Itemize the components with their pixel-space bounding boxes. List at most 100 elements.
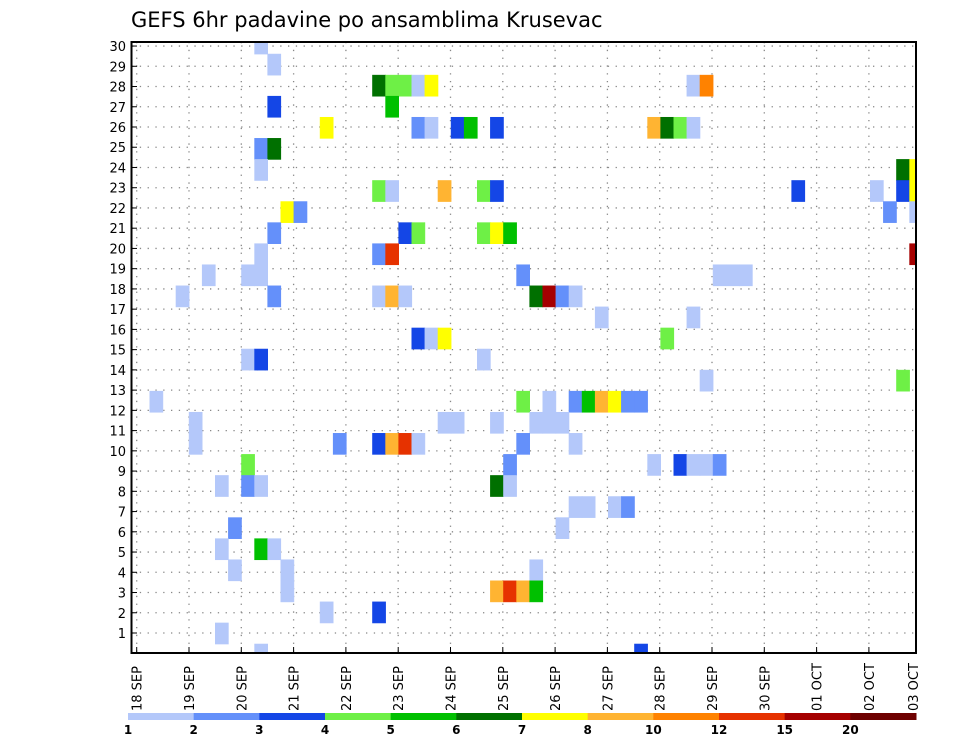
heatmap-cell xyxy=(241,475,255,497)
heatmap-cell xyxy=(476,180,491,202)
heatmap-cell xyxy=(896,159,910,181)
x-tick-label: 18 SEP xyxy=(131,666,146,711)
x-tick-label: 27 SEP xyxy=(601,666,616,711)
heatmap-cell xyxy=(542,390,557,413)
heatmap-cell xyxy=(621,390,635,413)
heatmap-cell xyxy=(490,580,504,603)
heatmap-cell xyxy=(385,74,400,97)
heatmap-cell xyxy=(503,580,517,603)
heatmap-cell xyxy=(332,433,347,455)
y-tick-label: 24 xyxy=(109,161,126,176)
heatmap-cell xyxy=(411,222,426,245)
heatmap-cell xyxy=(254,138,269,160)
heatmap-cell xyxy=(581,390,596,413)
colorbar-label: 1 xyxy=(124,723,132,737)
x-tick-label: 29 SEP xyxy=(706,666,721,711)
y-tick-label: 8 xyxy=(118,485,126,500)
heatmap-cell xyxy=(555,285,570,308)
x-tick-label: 03 OCT xyxy=(907,663,922,711)
heatmap-cell xyxy=(280,580,295,603)
colorbar-legend: 1 2 3 4 5 6 7 8 10 12 15 20 xyxy=(124,713,917,737)
colorbar-label: 20 xyxy=(842,723,859,737)
heatmap-cell xyxy=(398,285,413,308)
heatmap-cell xyxy=(542,411,557,434)
colorbar-swatch xyxy=(259,713,326,720)
colorbar-swatch xyxy=(193,713,260,720)
colorbar-swatch xyxy=(784,713,851,720)
heatmap-cell xyxy=(267,538,282,561)
x-tick-label: 28 SEP xyxy=(654,666,669,711)
y-tick-label: 15 xyxy=(109,344,126,359)
y-tick-label: 23 xyxy=(109,182,126,197)
heatmap-cell xyxy=(686,74,701,97)
heatmap-cell xyxy=(568,390,583,413)
y-tick-label: 6 xyxy=(118,526,126,541)
heatmap-cell xyxy=(424,74,439,97)
heatmap-cell xyxy=(215,538,229,561)
heatmap-cell xyxy=(267,285,282,308)
heatmap-cell xyxy=(896,180,910,202)
y-tick-label: 19 xyxy=(109,263,126,278)
heatmap-cell xyxy=(516,264,530,287)
heatmap-cell xyxy=(503,222,517,245)
colorbar-swatch xyxy=(128,713,195,720)
heatmap-cell xyxy=(516,580,530,603)
heatmap-cell xyxy=(175,285,190,308)
y-tick-label: 9 xyxy=(118,465,126,480)
heatmap-cell xyxy=(201,264,216,287)
heatmap-cell xyxy=(450,411,465,434)
heatmap-cell xyxy=(149,390,164,413)
heatmap-cell xyxy=(883,201,897,223)
heatmap-cell xyxy=(411,74,426,97)
heatmap-cell xyxy=(372,180,386,202)
heatmap-cell xyxy=(254,243,269,266)
heatmap-cell xyxy=(490,475,504,497)
y-tick-label: 20 xyxy=(109,242,126,257)
heatmap-cell xyxy=(634,390,648,413)
heatmap-cell xyxy=(529,411,544,434)
x-tick-label: 30 SEP xyxy=(758,666,773,711)
heatmap-cell xyxy=(267,53,282,76)
heatmap-cell xyxy=(555,517,570,539)
heatmap-cell xyxy=(372,285,386,308)
heatmap-cell xyxy=(909,180,916,202)
heatmap-cell xyxy=(437,411,452,434)
heatmap-cell xyxy=(686,306,701,329)
heatmap-cell xyxy=(188,433,203,455)
heatmap-cell xyxy=(372,601,386,624)
colorbar-swatch xyxy=(325,713,392,720)
heatmap-cell xyxy=(581,496,596,518)
heatmap-cell xyxy=(267,95,282,118)
y-tick-label: 12 xyxy=(109,404,126,419)
heatmap-cell xyxy=(791,180,806,202)
heatmap-cell xyxy=(476,222,491,245)
x-tick-label: 26 SEP xyxy=(549,666,564,711)
heatmap-cell xyxy=(607,390,622,413)
heatmap-cell xyxy=(385,243,400,266)
heatmap-cell xyxy=(673,116,688,139)
heatmap-cell xyxy=(712,264,727,287)
colorbar-label: 7 xyxy=(518,723,526,737)
heatmap-cell xyxy=(594,390,609,413)
heatmap-cell xyxy=(503,454,517,476)
heatmap-cell xyxy=(673,454,688,476)
heatmap-cell xyxy=(254,538,269,561)
chart-title: GEFS 6hr padavine po ansamblima Krusevac xyxy=(131,8,603,32)
y-tick-label: 28 xyxy=(109,81,126,96)
heatmap-cell xyxy=(463,116,478,139)
heatmap-cell xyxy=(254,264,269,287)
heatmap-cell xyxy=(660,116,675,139)
heatmap-cell xyxy=(372,74,386,97)
heatmap-cell xyxy=(424,327,439,350)
heatmap-cell xyxy=(254,475,269,497)
y-tick-label: 25 xyxy=(109,141,126,156)
heatmap-cell xyxy=(529,559,544,582)
y-tick-label: 3 xyxy=(118,587,126,602)
colorbar-label: 10 xyxy=(645,723,662,737)
y-tick-label: 7 xyxy=(118,506,126,521)
heatmap-cell xyxy=(228,559,242,582)
heatmap-cell xyxy=(503,475,517,497)
colorbar-label: 15 xyxy=(776,723,793,737)
heatmap-cell xyxy=(476,348,491,371)
heatmap-cell xyxy=(241,454,255,476)
